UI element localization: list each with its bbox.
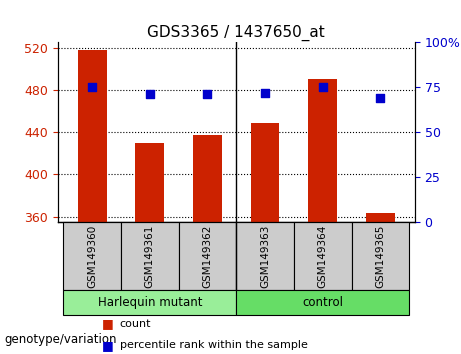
Text: control: control	[302, 296, 343, 309]
Point	[204, 92, 211, 97]
Text: Harlequin mutant: Harlequin mutant	[98, 296, 202, 309]
Title: GDS3365 / 1437650_at: GDS3365 / 1437650_at	[148, 25, 325, 41]
FancyBboxPatch shape	[121, 222, 179, 290]
FancyBboxPatch shape	[179, 222, 236, 290]
Point	[319, 85, 326, 90]
Text: GSM149360: GSM149360	[87, 224, 97, 287]
Text: ■: ■	[101, 318, 113, 330]
FancyBboxPatch shape	[236, 290, 409, 315]
Text: ■: ■	[101, 339, 113, 352]
Text: count: count	[120, 319, 151, 329]
Bar	[366, 213, 395, 222]
Text: GSM149363: GSM149363	[260, 224, 270, 287]
Text: genotype/variation: genotype/variation	[5, 333, 117, 346]
FancyBboxPatch shape	[236, 222, 294, 290]
Bar	[136, 143, 164, 222]
Point	[89, 85, 96, 90]
FancyBboxPatch shape	[64, 222, 121, 290]
Bar	[308, 79, 337, 222]
FancyBboxPatch shape	[294, 222, 351, 290]
Text: GSM149362: GSM149362	[202, 224, 213, 287]
FancyBboxPatch shape	[351, 222, 409, 290]
FancyBboxPatch shape	[64, 290, 236, 315]
Bar	[251, 122, 279, 222]
Point	[261, 90, 269, 96]
Text: percentile rank within the sample: percentile rank within the sample	[120, 340, 308, 350]
Text: GSM149361: GSM149361	[145, 224, 155, 287]
Bar	[78, 50, 106, 222]
Bar	[193, 135, 222, 222]
Point	[377, 95, 384, 101]
Text: GSM149365: GSM149365	[375, 224, 385, 287]
Point	[146, 92, 154, 97]
Text: GSM149364: GSM149364	[318, 224, 328, 287]
